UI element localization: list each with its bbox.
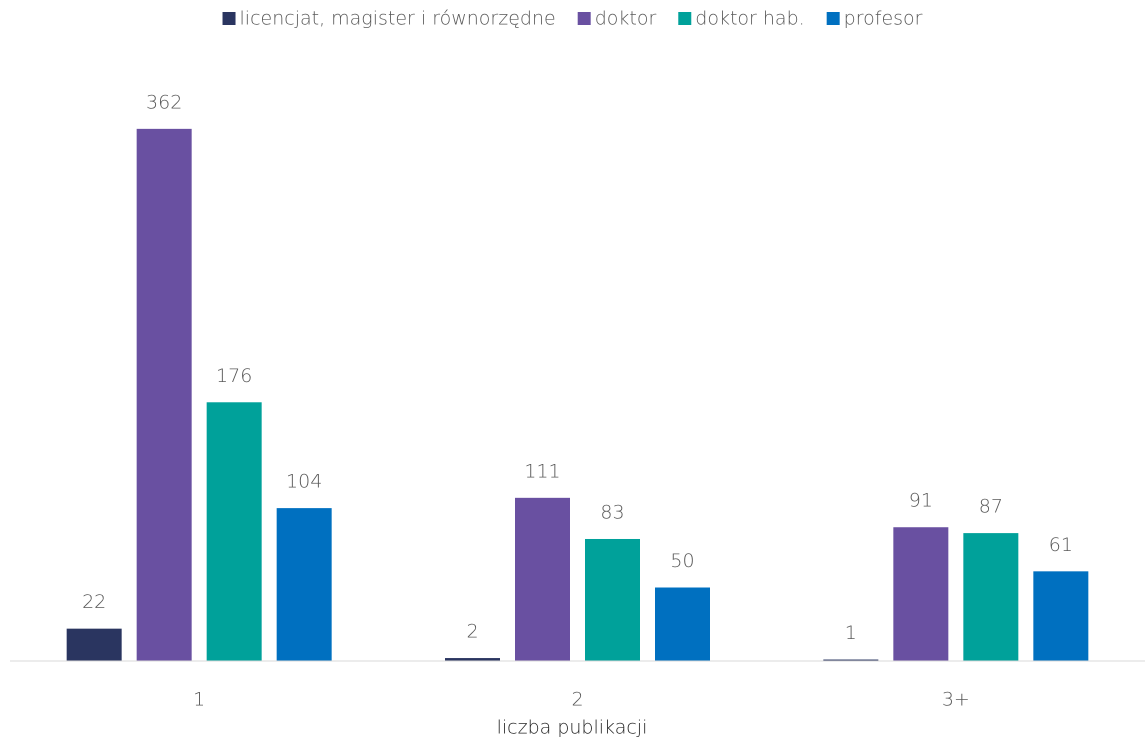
bar: [655, 587, 710, 661]
data-label: 50: [670, 550, 694, 572]
legend-label: profesor: [844, 8, 923, 30]
data-label: 176: [216, 365, 252, 387]
x-tick-label: 3+: [942, 689, 970, 711]
legend-swatch: [577, 12, 591, 25]
data-label: 2: [466, 621, 478, 643]
bar: [515, 497, 570, 661]
bar: [136, 128, 192, 662]
bar: [893, 527, 949, 661]
bar: [445, 658, 500, 661]
data-label: 91: [909, 490, 933, 512]
data-label: 111: [524, 460, 560, 482]
x-tick-label: 1: [193, 689, 205, 711]
x-axis-title: liczba publikacji: [497, 717, 648, 739]
bar: [823, 659, 879, 661]
legend-label: doktor: [595, 8, 657, 30]
data-label: 104: [286, 471, 322, 493]
bar: [1033, 571, 1089, 661]
data-label: 83: [600, 501, 624, 523]
bar: [206, 402, 262, 661]
data-label: 1: [845, 622, 857, 644]
legend-swatch: [826, 12, 840, 25]
bar: [963, 533, 1019, 661]
data-label: 87: [979, 496, 1003, 518]
data-label: 362: [146, 91, 182, 113]
bar: [66, 628, 122, 661]
data-label: 61: [1049, 534, 1073, 556]
legend-label: doktor hab.: [695, 8, 804, 30]
legend-swatch: [222, 12, 236, 25]
legend-swatch: [678, 12, 692, 25]
bar: [276, 508, 332, 661]
x-tick-label: 2: [571, 689, 583, 711]
legend-label: licencjat, magister i równorzędne: [240, 8, 556, 30]
bar: [585, 538, 640, 661]
data-label: 22: [82, 591, 106, 613]
